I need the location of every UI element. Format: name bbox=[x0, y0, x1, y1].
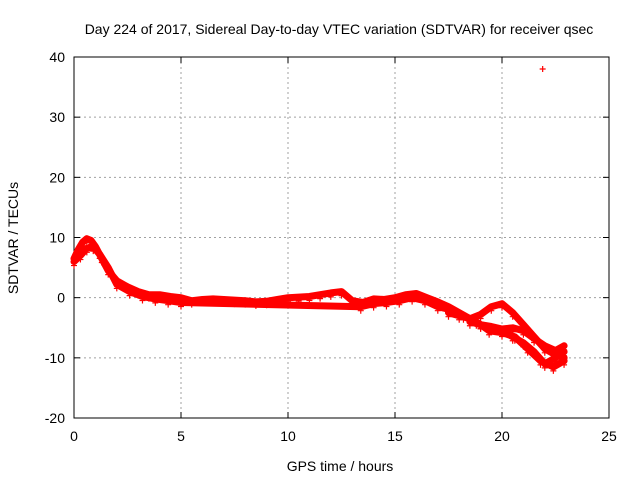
chart-title: Day 224 of 2017, Sidereal Day-to-day VTE… bbox=[85, 21, 594, 37]
data-point bbox=[396, 301, 403, 308]
data-point bbox=[409, 298, 416, 305]
data-point bbox=[113, 285, 120, 292]
data-point bbox=[552, 351, 559, 358]
data-point bbox=[71, 262, 77, 269]
data-point bbox=[488, 307, 495, 314]
data-point bbox=[509, 328, 516, 335]
data-point bbox=[541, 346, 548, 353]
y-tick-label: 0 bbox=[57, 290, 65, 306]
x-tick-label: 20 bbox=[494, 428, 510, 444]
data-point bbox=[83, 239, 90, 246]
data-points bbox=[70, 66, 568, 374]
data-point bbox=[90, 248, 97, 255]
data-point bbox=[178, 303, 184, 310]
data-point bbox=[126, 292, 133, 299]
data-point bbox=[139, 297, 146, 304]
data-point bbox=[165, 301, 172, 308]
data-point bbox=[338, 292, 345, 299]
data-point bbox=[486, 331, 493, 338]
data-point bbox=[466, 322, 473, 329]
data-point bbox=[499, 329, 505, 336]
data-point bbox=[456, 316, 463, 323]
data-point bbox=[499, 304, 505, 311]
y-tick-label: -20 bbox=[45, 410, 65, 426]
data-point bbox=[317, 295, 324, 302]
data-point bbox=[561, 358, 568, 365]
y-tick-label: 30 bbox=[49, 109, 65, 125]
data-point bbox=[327, 293, 334, 300]
data-point bbox=[488, 327, 495, 334]
series-band bbox=[70, 243, 568, 371]
x-tick-label: 0 bbox=[70, 428, 78, 444]
y-tick-label: 40 bbox=[49, 49, 65, 65]
y-tick-label: 20 bbox=[49, 169, 65, 185]
data-point bbox=[434, 307, 441, 314]
data-point bbox=[511, 337, 518, 344]
data-point bbox=[524, 349, 531, 356]
data-point bbox=[370, 304, 377, 311]
data-point bbox=[520, 331, 527, 338]
x-tick-label: 5 bbox=[177, 428, 185, 444]
data-point bbox=[421, 301, 428, 308]
data-point bbox=[357, 307, 364, 314]
y-tick-label: 10 bbox=[49, 230, 65, 246]
x-tick-label: 10 bbox=[280, 428, 296, 444]
y-axis-label: SDTVAR / TECUs bbox=[5, 182, 21, 294]
data-point bbox=[77, 256, 84, 263]
data-point bbox=[509, 313, 516, 320]
series-band bbox=[466, 318, 568, 355]
axis-ticks: 0 5 10 15 20 25 -20 -10 0 10 20 30 40 bbox=[45, 49, 617, 444]
data-point bbox=[477, 315, 484, 322]
data-point bbox=[152, 299, 159, 306]
data-point bbox=[477, 325, 484, 332]
x-tick-label: 25 bbox=[601, 428, 617, 444]
y-tick-label: -10 bbox=[45, 350, 65, 366]
x-axis-label: GPS time / hours bbox=[287, 458, 394, 474]
data-point bbox=[383, 303, 390, 310]
data-point bbox=[445, 313, 452, 320]
data-point bbox=[96, 255, 103, 262]
series-band bbox=[70, 235, 568, 368]
x-tick-label: 15 bbox=[387, 428, 403, 444]
grid-lines bbox=[74, 57, 609, 418]
data-point bbox=[105, 268, 112, 275]
data-point bbox=[531, 339, 538, 346]
data-point bbox=[539, 66, 546, 73]
data-point bbox=[561, 346, 568, 353]
data-point bbox=[537, 361, 544, 368]
data-point bbox=[83, 249, 90, 256]
data-point bbox=[550, 367, 557, 374]
